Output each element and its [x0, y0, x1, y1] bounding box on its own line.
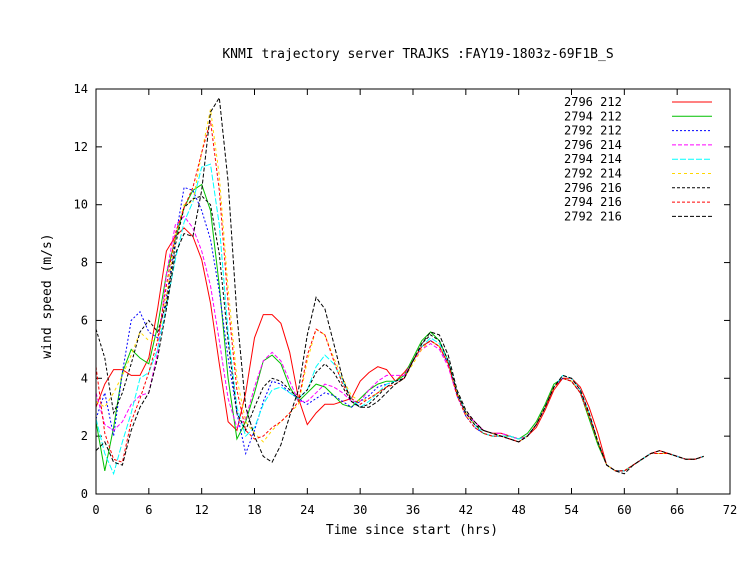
plot-area: [95, 96, 704, 476]
x-tick-label: 60: [617, 503, 631, 517]
legend-label: 2796 216: [564, 181, 622, 195]
x-tick-label: 36: [406, 503, 420, 517]
y-tick-label: 0: [81, 487, 88, 501]
x-tick-label: 66: [670, 503, 684, 517]
chart-title: KNMI trajectory server TRAJKS :FAY19-180…: [222, 47, 613, 62]
x-axis-label: Time since start (hrs): [326, 523, 498, 538]
legend-label: 2794 214: [564, 152, 622, 166]
legend-label: 2794 212: [564, 109, 622, 123]
x-tick-label: 30: [353, 503, 367, 517]
legend-label: 2796 214: [564, 138, 622, 152]
x-tick-label: 6: [145, 503, 152, 517]
x-tick-label: 42: [459, 503, 473, 517]
y-tick-label: 14: [74, 82, 88, 96]
y-tick-label: 12: [74, 140, 88, 154]
x-tick-label: 0: [92, 503, 99, 517]
series-line-2794-212: [95, 183, 704, 472]
y-tick-label: 2: [81, 429, 88, 443]
plot-frame: [95, 88, 731, 495]
x-tick-label: 48: [511, 503, 525, 517]
legend-label: 2794 216: [564, 195, 622, 209]
x-tick-label: 72: [723, 503, 737, 517]
x-tick-label: 18: [247, 503, 261, 517]
legend-label: 2796 212: [564, 95, 622, 109]
x-tick-label: 12: [194, 503, 208, 517]
y-axis-label: wind speed (m/s): [40, 233, 55, 358]
legend-label: 2792 214: [564, 167, 622, 181]
y-tick-label: 4: [81, 371, 88, 385]
series-line-2792-216: [95, 96, 704, 475]
y-tick-label: 6: [81, 313, 88, 327]
legend-label: 2792 212: [564, 124, 622, 138]
series-line-2796-212: [95, 227, 704, 472]
x-tick-label: 24: [300, 503, 314, 517]
legend-label: 2792 216: [564, 209, 622, 223]
x-tick-label: 54: [564, 503, 578, 517]
y-tick-label: 8: [81, 256, 88, 270]
y-tick-label: 10: [74, 198, 88, 212]
